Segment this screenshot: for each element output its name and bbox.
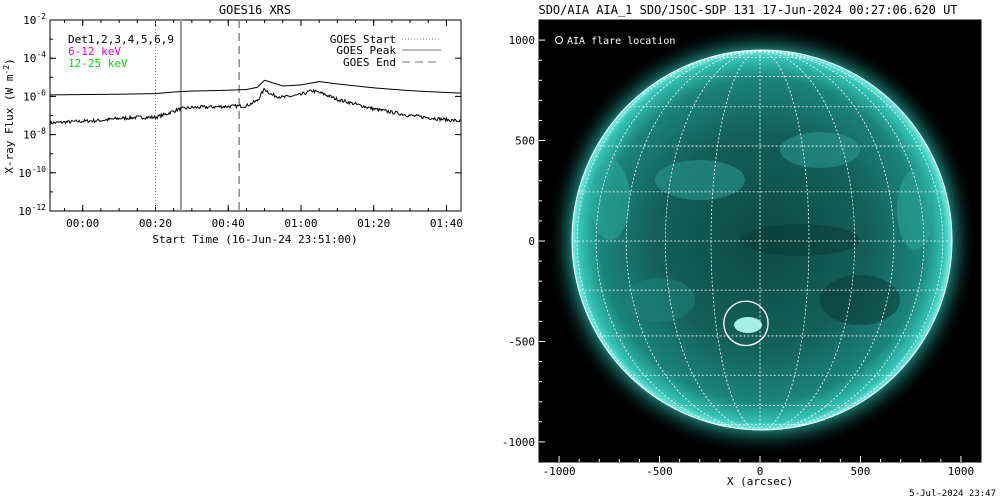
longitude-line [664,50,761,430]
flare-location-circle [723,300,769,347]
footer-timestamp: 5-Jul-2024 23:47 [909,489,996,499]
y-tick-label: 10-8 [23,127,46,142]
aia-y-tick-label: 1000 [509,34,536,47]
aia-x-tick-label: 0 [757,465,764,478]
aia-panel: SDO/AIA AIA_1 SDO/JSOC-SDP 131 17-Jun-20… [502,3,982,488]
flare-legend-symbol [555,36,563,44]
xrs-series-group [50,79,461,125]
aia-y-tick-label: -500 [509,335,536,348]
x-tick-label: 01:40 [430,217,463,230]
aia-xlabel: X (arcsec) [727,475,793,488]
x-tick-label: 00:20 [139,217,172,230]
aia-x-tick-label: 1000 [948,465,975,478]
xrs-legend: GOES Start GOES Peak GOES End [330,33,441,69]
aia-y-tick-label: 500 [515,135,535,148]
aia-x-tick-label: -1000 [543,465,576,478]
channel-label-low: 6-12 keV [68,45,121,58]
xrs-xlabel: Start Time (16-Jun-24 23:51:00) [152,233,357,246]
x-tick-label: 01:00 [284,217,317,230]
longitude-line [759,50,856,430]
xrs-title: GOES16 XRS [219,3,291,17]
aia-x-tick-label: -500 [646,465,673,478]
aia-title: SDO/AIA AIA_1 SDO/JSOC-SDP 131 17-Jun-20… [538,3,957,17]
xrs-panel: GOES16 XRS 00:00 00:20 00:40 01:00 01:20 01:4… [2,3,463,246]
y-tick-label: 10-10 [18,165,46,180]
xrs-ylabel: X-ray Flux (W m-2) [2,58,16,174]
legend-peak-label: GOES Peak [336,44,396,57]
aia-axis-ticks: -1000 -500 0 500 1000 -1000 -500 0 500 1000 [502,34,974,478]
legend-end-label: GOES End [343,56,396,69]
longitude-line [759,50,925,430]
longitude-line [625,50,761,430]
longitude-line [595,50,761,430]
x-tick-label: 00:00 [66,217,99,230]
aia-y-tick-label: -1000 [502,436,535,449]
y-tick-label: 10-4 [23,50,46,65]
channel-label-high: 12-25 keV [68,57,128,70]
aia-y-tick-label: 0 [528,235,535,248]
series-line-lower [50,88,461,125]
x-tick-label: 01:20 [357,217,390,230]
x-tick-label: 00:40 [212,217,245,230]
solar-limb [571,49,953,431]
longitude-line [710,50,761,430]
xrs-event-markers [154,20,240,211]
y-tick-label: 10-12 [18,203,46,218]
flare-legend-label: AIA flare location [567,36,675,47]
longitude-line [759,50,944,430]
series-line-upper [50,79,461,96]
aia-x-tick-label: 500 [851,465,871,478]
y-tick-label: 10-6 [23,88,46,103]
active-region [734,317,762,333]
legend-start-label: GOES Start [330,33,396,46]
y-tick-label: 10-2 [23,12,46,27]
longitude-line [759,50,895,430]
longitude-line [759,50,810,430]
detectors-label: Det1,2,3,4,5,6,9 [68,33,174,46]
xrs-axis-ticks: 00:00 00:20 00:40 01:00 01:20 01:40 10-2 10-4 10… [18,12,463,230]
